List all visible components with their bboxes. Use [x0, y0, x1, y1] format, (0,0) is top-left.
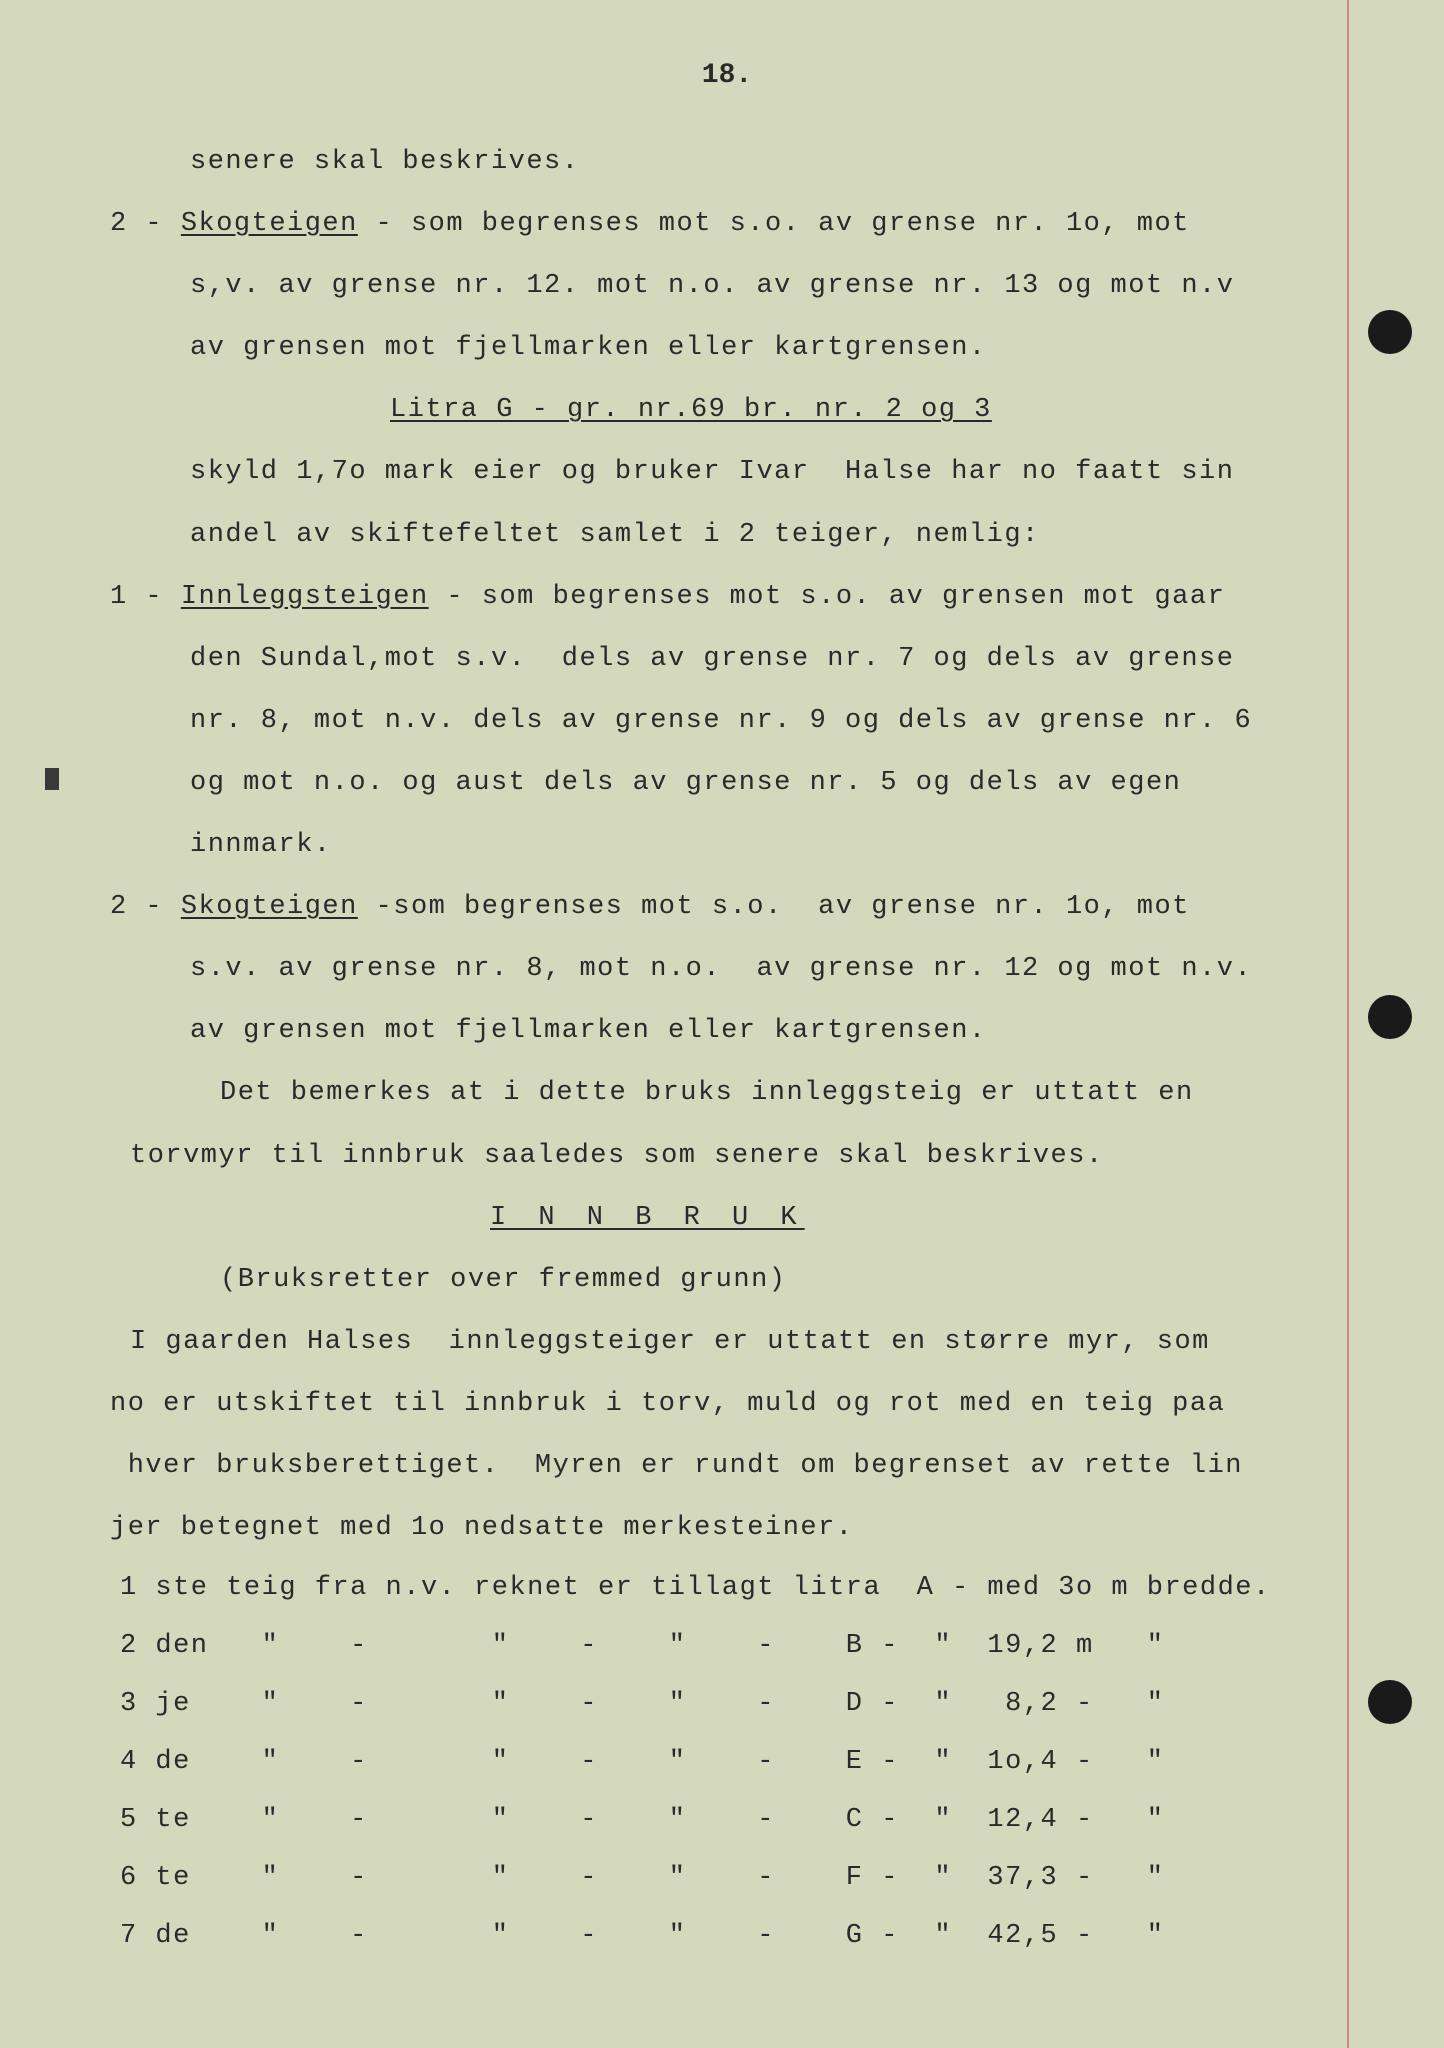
body-text: torvmyr til innbruk saaledes som senere … [110, 1125, 1344, 1187]
body-text: nr. 8, mot n.v. dels av grense nr. 9 og … [110, 690, 1344, 752]
body-text: 1 - Innleggsteigen - som begrenses mot s… [110, 566, 1344, 628]
item-label: Skogteigen [181, 209, 358, 239]
body-text: hver bruksberettiget. Myren er rundt om … [110, 1435, 1344, 1497]
body-text: andel av skiftefeltet samlet i 2 teiger,… [110, 504, 1344, 566]
body-text: -som begrenses mot s.o. av grense nr. 1o… [358, 892, 1190, 922]
body-text: av grensen mot fjellmarken eller kartgre… [110, 1000, 1344, 1062]
body-text: jer betegnet med 1o nedsatte merkesteine… [110, 1497, 1344, 1559]
body-text: innmark. [110, 814, 1344, 876]
body-text: senere skal beskrives. [110, 131, 1344, 193]
table-body: 2 den " - " - " - B - " 19,2 m "3 je " -… [110, 1617, 1344, 1965]
section-heading: I N N B R U K [110, 1187, 1344, 1249]
body-text: og mot n.o. og aust dels av grense nr. 5… [110, 752, 1344, 814]
binder-hole [1368, 310, 1412, 354]
right-margin-rule [1347, 0, 1349, 2048]
body-text: s.v. av grense nr. 8, mot n.o. av grense… [110, 938, 1344, 1000]
body-text: s,v. av grense nr. 12. mot n.o. av grens… [110, 255, 1344, 317]
body-text: Det bemerkes at i dette bruks innleggste… [110, 1062, 1344, 1124]
table-row: 3 je " - " - " - D - " 8,2 - " [110, 1675, 1344, 1733]
body-text: - som begrenses mot s.o. av grensen mot … [429, 582, 1226, 612]
document-page: 18. senere skal beskrives. 2 - Skogteige… [0, 0, 1444, 2048]
body-text: den Sundal,mot s.v. dels av grense nr. 7… [110, 628, 1344, 690]
table-row: 5 te " - " - " - C - " 12,4 - " [110, 1791, 1344, 1849]
binder-hole [1368, 995, 1412, 1039]
left-margin-mark [45, 768, 59, 790]
item-label: Innleggsteigen [181, 582, 429, 612]
binder-hole [1368, 1680, 1412, 1724]
item-prefix: 2 - [110, 892, 163, 922]
section-heading: Litra G - gr. nr.69 br. nr. 2 og 3 [110, 379, 1344, 441]
body-text: I gaarden Halses innleggsteiger er uttat… [110, 1311, 1344, 1373]
body-text: no er utskiftet til innbruk i torv, muld… [110, 1373, 1344, 1435]
body-text: - som begrenses mot s.o. av grense nr. 1… [358, 209, 1190, 239]
table-row: 4 de " - " - " - E - " 1o,4 - " [110, 1733, 1344, 1791]
item-label: Skogteigen [181, 892, 358, 922]
body-text: skyld 1,7o mark eier og bruker Ivar Hals… [110, 441, 1344, 503]
body-text: (Bruksretter over fremmed grunn) [110, 1249, 1344, 1311]
section-heading-text: I N N B R U K [490, 1203, 805, 1233]
item-prefix: 1 - [110, 582, 163, 612]
body-text: 2 - Skogteigen - som begrenses mot s.o. … [110, 193, 1344, 255]
section-heading-text: Litra G - gr. nr.69 br. nr. 2 og 3 [390, 395, 992, 425]
item-prefix: 2 - [110, 209, 163, 239]
body-text: 2 - Skogteigen -som begrenses mot s.o. a… [110, 876, 1344, 938]
body-text: av grensen mot fjellmarken eller kartgre… [110, 317, 1344, 379]
table-row: 2 den " - " - " - B - " 19,2 m " [110, 1617, 1344, 1675]
table-row: 6 te " - " - " - F - " 37,3 - " [110, 1849, 1344, 1907]
table-row: 7 de " - " - " - G - " 42,5 - " [110, 1907, 1344, 1965]
page-number: 18. [110, 60, 1344, 91]
table-header: 1 ste teig fra n.v. reknet er tillagt li… [110, 1559, 1344, 1617]
